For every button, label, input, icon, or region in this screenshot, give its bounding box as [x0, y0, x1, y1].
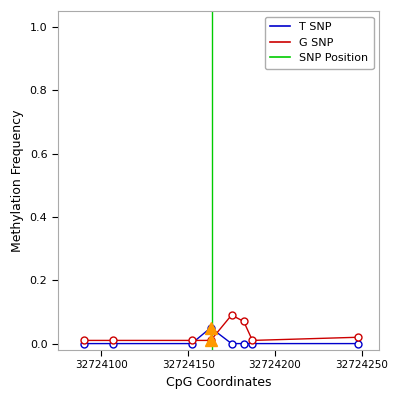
Y-axis label: Methylation Frequency: Methylation Frequency — [11, 109, 24, 252]
Legend: T SNP, G SNP, SNP Position: T SNP, G SNP, SNP Position — [264, 17, 374, 69]
X-axis label: CpG Coordinates: CpG Coordinates — [166, 376, 271, 389]
